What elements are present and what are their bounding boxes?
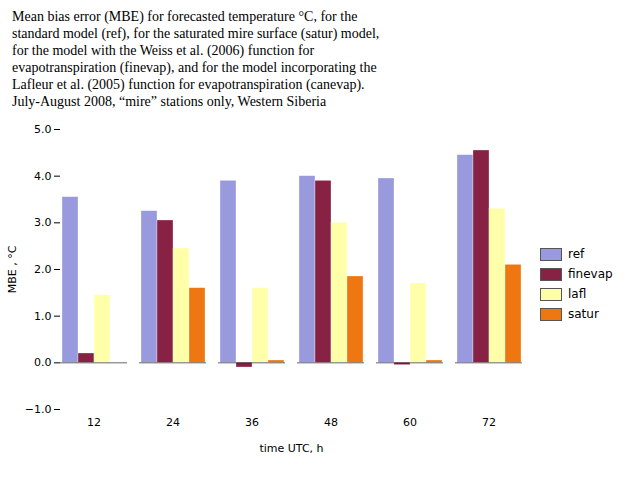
svg-text:60: 60 [403,416,417,429]
html-text:evapotranspiration (finevap),: evapotranspiration (finevap), and for th… [12,60,377,75]
svg-text:2.0: 2.0 [34,263,52,276]
svg-text:−1.0: −1.0 [25,403,52,416]
html-text:lafl: lafl [568,287,587,301]
svg-text:MBE , °C: MBE , °C [6,245,19,293]
html-text:finevap: finevap [568,267,613,281]
html-text:satur: satur [568,307,599,321]
svg-text:5.0: 5.0 [34,123,52,136]
svg-text:48: 48 [324,416,338,429]
html-text:for the model with the Weiss e: for the model with the Weiss et al. (200… [12,43,315,58]
svg-text:36: 36 [245,416,259,429]
svg-text:3.0: 3.0 [34,216,52,229]
html-text:Lafleur et al. (2005) function: Lafleur et al. (2005) function for evapo… [12,77,365,92]
svg-text:12: 12 [87,416,101,429]
html-text:ref: ref [568,247,585,261]
svg-text:4.0: 4.0 [34,170,52,183]
html-text:July-August 2008, “mire” stati: July-August 2008, “mire” stations only, … [12,94,327,109]
svg-text:72: 72 [482,416,496,429]
html-text:standard model (ref), for the: standard model (ref), for the saturated … [12,26,380,41]
svg-text:time UTC, h: time UTC, h [259,442,323,455]
html-text:Mean bias error (MBE) for fore: Mean bias error (MBE) for forecasted tem… [12,9,358,24]
svg-text:1.0: 1.0 [34,310,52,323]
svg-text:24: 24 [166,416,180,429]
svg-text:0.0: 0.0 [34,356,52,369]
